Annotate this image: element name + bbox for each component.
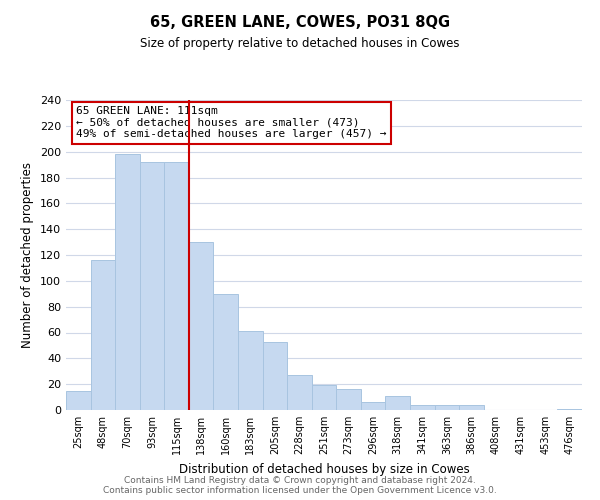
Bar	[434, 405, 459, 410]
Bar	[238, 331, 263, 410]
Text: Size of property relative to detached houses in Cowes: Size of property relative to detached ho…	[140, 38, 460, 51]
Y-axis label: Number of detached properties: Number of detached properties	[22, 162, 34, 348]
Bar	[287, 375, 312, 410]
Bar	[312, 386, 336, 410]
Bar	[214, 294, 238, 410]
Bar	[164, 162, 189, 410]
Bar	[336, 390, 361, 410]
Bar	[361, 402, 385, 410]
Bar	[385, 396, 410, 410]
X-axis label: Distribution of detached houses by size in Cowes: Distribution of detached houses by size …	[179, 462, 469, 475]
Bar	[459, 405, 484, 410]
Bar	[263, 342, 287, 410]
Text: 65, GREEN LANE, COWES, PO31 8QG: 65, GREEN LANE, COWES, PO31 8QG	[150, 15, 450, 30]
Bar	[66, 390, 91, 410]
Text: 65 GREEN LANE: 111sqm
← 50% of detached houses are smaller (473)
49% of semi-det: 65 GREEN LANE: 111sqm ← 50% of detached …	[76, 106, 387, 140]
Bar	[140, 162, 164, 410]
Bar	[115, 154, 140, 410]
Bar	[557, 408, 582, 410]
Bar	[410, 405, 434, 410]
Bar	[189, 242, 214, 410]
Bar	[91, 260, 115, 410]
Text: Contains HM Land Registry data © Crown copyright and database right 2024.
Contai: Contains HM Land Registry data © Crown c…	[103, 476, 497, 495]
